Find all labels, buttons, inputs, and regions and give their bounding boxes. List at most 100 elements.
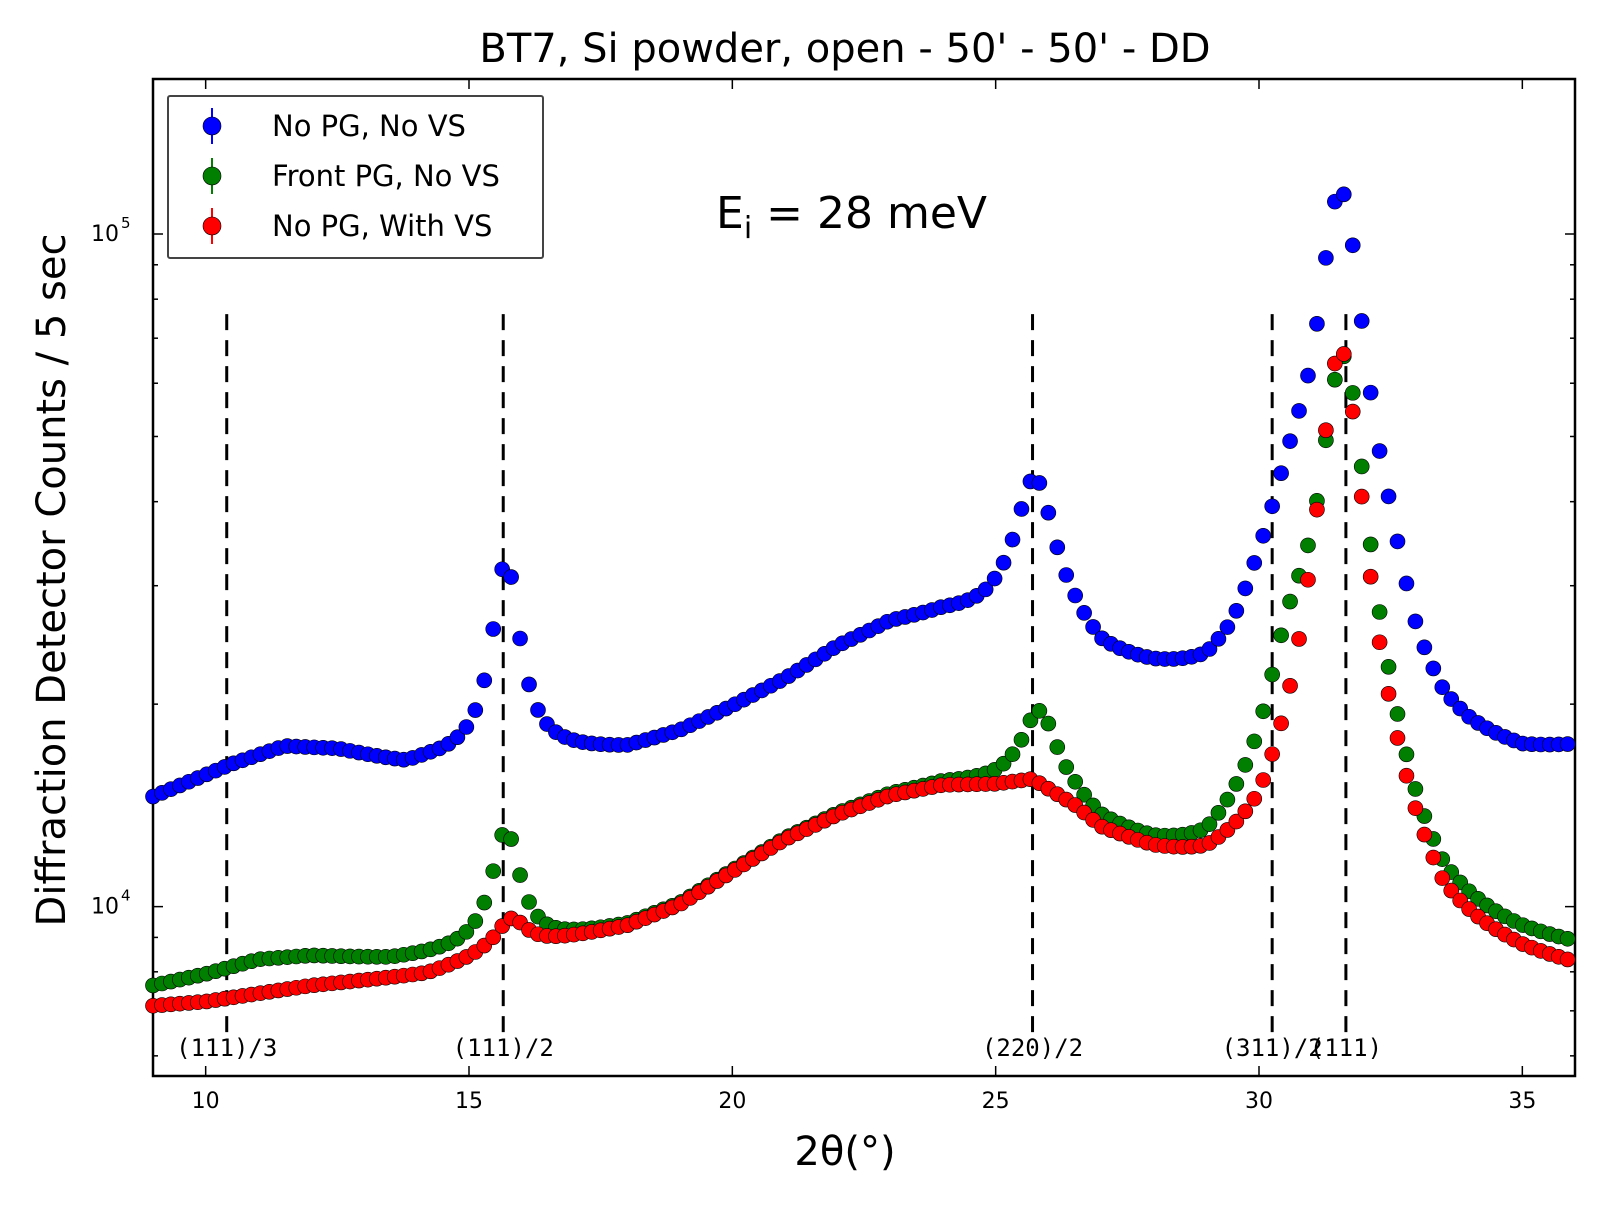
- data-point: [1389, 730, 1406, 746]
- data-point: [1407, 781, 1424, 797]
- data-point: [1327, 371, 1343, 388]
- legend-marker: [202, 116, 222, 136]
- data-point: [1344, 385, 1361, 401]
- data-point: [1255, 703, 1272, 720]
- data-point: [1362, 384, 1379, 401]
- data-point: [1282, 433, 1298, 449]
- data-point: [1344, 403, 1361, 420]
- y-tick-exponent: 5: [121, 214, 131, 232]
- data-point: [1049, 739, 1066, 755]
- data-point: [521, 676, 537, 693]
- x-tick-label: 30: [1245, 1089, 1273, 1114]
- data-point: [1031, 703, 1048, 719]
- data-point: [1559, 930, 1576, 947]
- data-point: [1362, 536, 1379, 553]
- data-point: [1300, 367, 1316, 384]
- data-point: [1353, 488, 1370, 505]
- data-point: [1335, 186, 1352, 203]
- legend-marker: [202, 166, 222, 186]
- data-point: [986, 570, 1003, 587]
- data-point: [1389, 706, 1406, 722]
- data-point: [1264, 498, 1280, 515]
- data-point: [1255, 772, 1272, 788]
- data-point: [1425, 849, 1442, 866]
- data-point: [1264, 746, 1280, 762]
- energy-annotation: Ei = 28 meV: [716, 188, 987, 246]
- reference-line-label: (111)/2: [453, 1034, 554, 1062]
- y-axis-label: Diffraction Detector Counts / 5 sec: [29, 234, 75, 927]
- data-point: [1443, 882, 1460, 899]
- data-point: [512, 630, 528, 647]
- data-point: [1040, 504, 1057, 521]
- data-point: [1273, 715, 1289, 732]
- data-point: [485, 621, 502, 637]
- data-point: [1371, 443, 1388, 459]
- data-point: [1559, 951, 1576, 968]
- data-point: [1282, 593, 1298, 610]
- data-point: [1237, 803, 1254, 820]
- data-point: [1407, 613, 1424, 630]
- data-point: [1058, 567, 1075, 583]
- data-point: [1085, 619, 1101, 635]
- x-tick-label: 25: [982, 1089, 1010, 1114]
- data-point: [977, 581, 994, 598]
- data-point: [1228, 776, 1245, 792]
- chart-title: BT7, Si powder, open - 50' - 50' - DD: [479, 26, 1210, 72]
- data-point: [521, 894, 537, 910]
- data-point: [1013, 731, 1030, 748]
- data-point: [1318, 250, 1334, 266]
- data-point: [1228, 813, 1245, 830]
- data-point: [1353, 313, 1370, 329]
- legend-marker: [202, 216, 222, 236]
- data-point: [1353, 458, 1370, 475]
- data-point: [1371, 604, 1388, 620]
- data-point: [1228, 603, 1245, 619]
- data-point: [1219, 791, 1236, 808]
- data-point: [1210, 805, 1227, 821]
- reference-line-label: (311)/2: [1222, 1034, 1323, 1062]
- data-point: [1058, 759, 1075, 775]
- data-point: [1273, 465, 1289, 481]
- data-point: [1300, 537, 1316, 554]
- data-point: [1076, 605, 1092, 621]
- x-tick-label: 35: [1508, 1089, 1536, 1114]
- data-point: [1067, 587, 1083, 604]
- y-tick-label: 10: [91, 222, 119, 247]
- legend: No PG, No VS Front PG, No VS No PG, With V…: [167, 95, 544, 259]
- x-axis-label: 2θ(°): [794, 1129, 895, 1175]
- data-point: [1389, 533, 1406, 550]
- data-point: [485, 929, 502, 946]
- data-point: [1273, 627, 1289, 644]
- data-point: [1371, 634, 1388, 651]
- data-point: [458, 924, 475, 940]
- data-point: [1318, 422, 1334, 438]
- data-point: [1031, 475, 1048, 491]
- data-point: [1264, 666, 1280, 683]
- x-tick-label: 10: [192, 1089, 220, 1114]
- x-tick-label: 15: [455, 1089, 483, 1114]
- data-point: [467, 913, 484, 929]
- data-point: [1398, 767, 1415, 784]
- data-point: [1291, 403, 1307, 419]
- data-series: [145, 186, 1576, 805]
- data-point: [1076, 786, 1092, 803]
- data-point: [1434, 870, 1451, 886]
- x-tick-label: 20: [718, 1089, 746, 1114]
- data-point: [1040, 715, 1057, 732]
- data-point: [1201, 641, 1218, 657]
- data-point: [1398, 575, 1415, 592]
- reference-line-label: (220)/2: [982, 1034, 1083, 1062]
- legend-entry-label: No PG, With VS: [272, 209, 492, 243]
- data-point: [1416, 639, 1433, 656]
- data-point: [1049, 539, 1066, 556]
- data-point: [1335, 346, 1352, 362]
- data-point: [1237, 757, 1254, 773]
- data-point: [1300, 571, 1316, 588]
- data-point: [1067, 773, 1083, 790]
- data-point: [476, 672, 493, 689]
- data-point: [458, 719, 475, 735]
- data-point: [1246, 555, 1263, 571]
- data-point: [1004, 746, 1021, 763]
- data-point: [1380, 659, 1397, 675]
- data-point: [1309, 316, 1325, 332]
